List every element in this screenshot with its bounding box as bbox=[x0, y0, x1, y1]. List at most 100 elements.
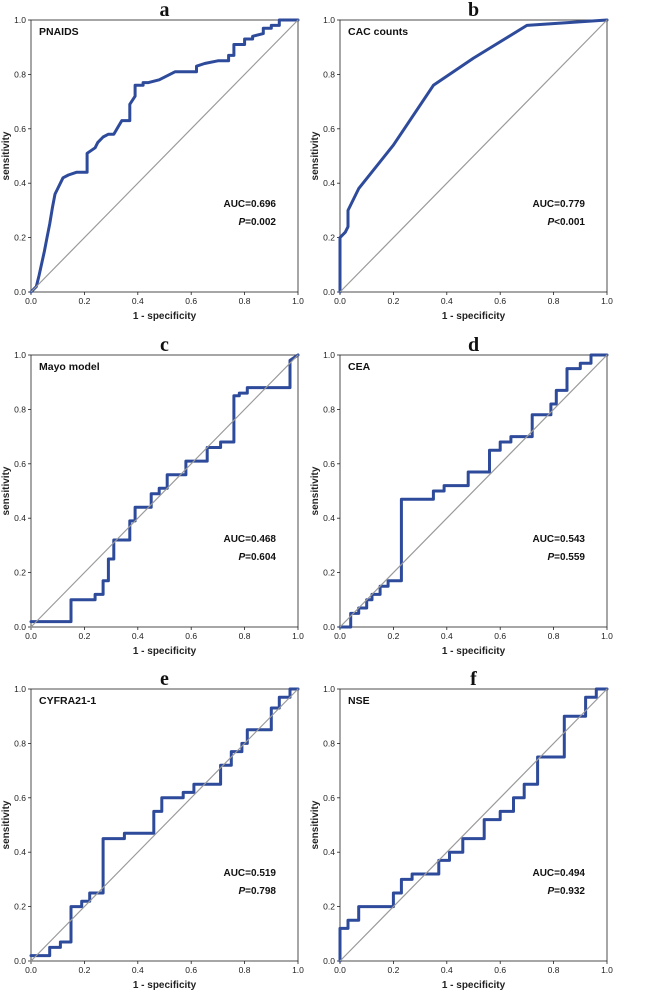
y-tick-label: 1.0 bbox=[323, 15, 335, 25]
x-tick-label: 0.6 bbox=[185, 965, 197, 975]
y-tick-label: 1.0 bbox=[323, 684, 335, 694]
x-tick-label: 0.2 bbox=[387, 296, 399, 306]
chart-title-d: CEA bbox=[348, 361, 371, 373]
p-symbol: P bbox=[547, 217, 554, 228]
x-tick-label: 0.8 bbox=[239, 296, 251, 306]
chart-title-a: PNAIDS bbox=[39, 26, 79, 38]
p-value: P=0.798 bbox=[238, 886, 276, 897]
y-tick-label: 1.0 bbox=[323, 350, 335, 360]
reference-line bbox=[30, 688, 299, 962]
y-axis-label: sensitivity bbox=[1, 466, 12, 515]
plot-frame bbox=[30, 688, 299, 962]
x-tick-label: 0.8 bbox=[239, 631, 251, 641]
x-tick-label: 0.0 bbox=[334, 631, 346, 641]
plot-frame bbox=[30, 354, 299, 628]
p-value: P=0.604 bbox=[238, 552, 276, 563]
x-tick-label: 0.6 bbox=[494, 296, 506, 306]
x-tick-label: 1.0 bbox=[601, 965, 613, 975]
y-tick-label: 0.4 bbox=[14, 178, 26, 188]
y-tick-label: 0.4 bbox=[323, 178, 335, 188]
x-tick-label: 0.6 bbox=[494, 965, 506, 975]
y-tick-label: 0.6 bbox=[323, 793, 335, 803]
x-tick-label: 0.0 bbox=[334, 965, 346, 975]
x-axis-label: 1 - specificity bbox=[442, 311, 506, 322]
x-tick-label: 1.0 bbox=[601, 296, 613, 306]
chart-title-c: Mayo model bbox=[39, 361, 100, 373]
y-tick-label: 0.0 bbox=[323, 622, 335, 632]
y-tick-label: 0.0 bbox=[14, 622, 26, 632]
auc-value: AUC=0.494 bbox=[532, 868, 585, 879]
x-tick-label: 0.0 bbox=[25, 631, 37, 641]
chart-title-b: CAC counts bbox=[348, 26, 408, 38]
y-tick-label: 0.2 bbox=[14, 902, 26, 912]
x-tick-label: 0.0 bbox=[25, 296, 37, 306]
chart-title-f: NSE bbox=[348, 695, 370, 707]
y-axis-label: sensitivity bbox=[310, 131, 321, 180]
y-tick-label: 0.6 bbox=[323, 124, 335, 134]
x-axis-label: 1 - specificity bbox=[133, 646, 197, 657]
chart-panel-a: a 0.00.0 0.2 0.2 0.4 0.4 0.6 0.6 0.8 0.8 1.0 1.0 1 -… bbox=[1, 0, 304, 322]
y-tick-label: 0.8 bbox=[14, 69, 26, 79]
x-tick-label: 0.2 bbox=[387, 965, 399, 975]
x-tick-label: 0.8 bbox=[548, 965, 560, 975]
y-tick-label: 0.6 bbox=[323, 459, 335, 469]
p-value-text: <0.001 bbox=[554, 217, 585, 228]
x-tick-label: 0.4 bbox=[441, 965, 453, 975]
y-axis-label: sensitivity bbox=[310, 466, 321, 515]
y-tick-label: 0.8 bbox=[323, 69, 335, 79]
x-tick-label: 0.0 bbox=[334, 296, 346, 306]
reference-line bbox=[339, 19, 608, 293]
x-tick-label: 0.6 bbox=[185, 631, 197, 641]
x-tick-label: 0.4 bbox=[132, 965, 144, 975]
x-tick-label: 1.0 bbox=[601, 631, 613, 641]
x-tick-label: 0.6 bbox=[494, 631, 506, 641]
x-axis-label: 1 - specificity bbox=[133, 980, 197, 991]
auc-value: AUC=0.519 bbox=[223, 868, 276, 879]
auc-value: AUC=0.779 bbox=[532, 199, 585, 210]
x-axis-label: 1 - specificity bbox=[442, 646, 506, 657]
x-axis-label: 1 - specificity bbox=[442, 980, 506, 991]
y-tick-label: 0.2 bbox=[14, 568, 26, 578]
p-value: P=0.932 bbox=[547, 886, 585, 897]
plot-frame bbox=[339, 19, 608, 293]
auc-value: AUC=0.468 bbox=[223, 534, 276, 545]
x-tick-label: 1.0 bbox=[292, 296, 304, 306]
panel-letter-b: b bbox=[468, 0, 479, 21]
chart-panel-d: d 0.00.0 0.2 0.2 0.4 0.4 0.6 0.6 0.8 0.8 1.0 1.0 1 -… bbox=[310, 334, 613, 657]
p-value: P=0.559 bbox=[547, 552, 585, 563]
y-tick-label: 0.2 bbox=[323, 902, 335, 912]
y-tick-label: 0.6 bbox=[14, 124, 26, 134]
x-tick-label: 0.8 bbox=[239, 965, 251, 975]
roc-curve-a bbox=[29, 18, 300, 294]
roc-curve-d bbox=[338, 353, 609, 629]
y-tick-label: 0.0 bbox=[323, 956, 335, 966]
roc-curve-e bbox=[29, 687, 300, 958]
y-tick-label: 0.0 bbox=[14, 956, 26, 966]
x-tick-label: 1.0 bbox=[292, 965, 304, 975]
panel-letter-d: d bbox=[468, 334, 479, 356]
y-tick-label: 0.0 bbox=[323, 287, 335, 297]
reference-line bbox=[339, 354, 608, 628]
x-tick-label: 0.4 bbox=[132, 631, 144, 641]
roc-curve-f bbox=[338, 687, 609, 963]
x-tick-label: 1.0 bbox=[292, 631, 304, 641]
p-value-text: =0.798 bbox=[245, 886, 276, 897]
reference-line bbox=[30, 354, 299, 628]
x-tick-label: 0.8 bbox=[548, 296, 560, 306]
auc-value: AUC=0.696 bbox=[223, 199, 276, 210]
p-symbol: P bbox=[238, 886, 245, 897]
reference-line bbox=[30, 19, 299, 293]
roc-curve-c bbox=[29, 353, 300, 624]
y-tick-label: 1.0 bbox=[14, 684, 26, 694]
y-tick-label: 0.0 bbox=[14, 287, 26, 297]
y-tick-label: 0.6 bbox=[14, 459, 26, 469]
p-value-text: =0.604 bbox=[245, 552, 276, 563]
y-tick-label: 0.8 bbox=[14, 404, 26, 414]
y-tick-label: 0.4 bbox=[323, 847, 335, 857]
y-tick-label: 1.0 bbox=[14, 15, 26, 25]
p-symbol: P bbox=[238, 217, 245, 228]
plot-frame bbox=[339, 354, 608, 628]
y-axis-label: sensitivity bbox=[1, 800, 12, 849]
y-tick-label: 0.8 bbox=[14, 738, 26, 748]
